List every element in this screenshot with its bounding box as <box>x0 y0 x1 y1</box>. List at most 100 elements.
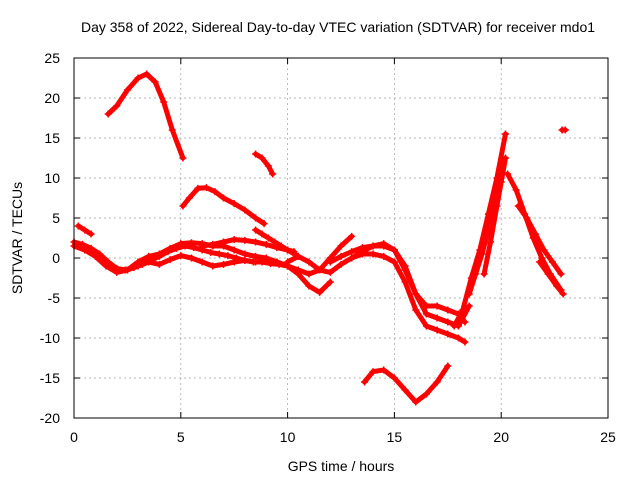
series-line <box>451 131 508 329</box>
data-point <box>143 70 151 78</box>
data-point <box>209 262 217 270</box>
data-point <box>87 244 95 252</box>
data-point <box>459 306 467 314</box>
data-point <box>454 334 462 342</box>
data-point <box>465 302 473 310</box>
data-point <box>123 266 131 274</box>
x-tick-label: 15 <box>387 429 403 445</box>
data-point <box>501 154 509 162</box>
data-point <box>230 200 238 208</box>
series-line <box>253 151 276 177</box>
y-tick-label: -15 <box>40 370 60 386</box>
data-point <box>168 126 176 134</box>
data-point <box>209 240 217 248</box>
data-point <box>472 270 480 278</box>
y-tick-label: 15 <box>44 130 60 146</box>
data-point <box>104 110 112 118</box>
tick-marks <box>73 57 609 419</box>
data-point <box>284 258 292 266</box>
data-point <box>390 258 398 266</box>
data-point <box>487 238 495 246</box>
data-point <box>194 184 202 192</box>
y-axis-label: SDTVAR / TECUs <box>9 182 25 294</box>
data-point <box>305 258 313 266</box>
data-point <box>544 270 552 278</box>
data-point <box>540 246 548 254</box>
data-point <box>230 258 238 266</box>
data-point <box>294 252 302 260</box>
data-point <box>501 130 509 138</box>
x-axis-label: GPS time / hours <box>288 458 395 474</box>
x-tick-label: 0 <box>70 429 78 445</box>
data-point <box>102 262 110 270</box>
data-point <box>252 150 260 158</box>
grid <box>74 58 608 418</box>
data-point <box>74 222 82 230</box>
data-point <box>134 258 142 266</box>
data-series-arc-10 <box>284 250 469 346</box>
data-point <box>450 322 458 330</box>
data-point <box>326 268 334 276</box>
y-tick-labels: -20 -15 -10 -5 0 5 10 15 20 25 <box>40 50 60 426</box>
data-point <box>177 240 185 248</box>
data-point <box>348 254 356 262</box>
data-point <box>390 246 398 254</box>
data-point <box>380 240 388 248</box>
data-point <box>531 230 539 238</box>
data-point <box>444 306 452 314</box>
data-series-arc-20 <box>558 126 569 134</box>
data-point <box>369 250 377 258</box>
series-line <box>466 171 504 297</box>
data-point <box>497 178 505 186</box>
y-tick-label: 20 <box>44 90 60 106</box>
data-point <box>123 86 131 94</box>
data-point <box>91 252 99 260</box>
series-group <box>70 70 569 406</box>
data-point <box>252 238 260 246</box>
series-line <box>515 203 564 277</box>
y-tick-label: -10 <box>40 330 60 346</box>
y-tick-label: 5 <box>52 210 60 226</box>
data-point <box>401 262 409 270</box>
data-series-arc-18 <box>514 202 565 278</box>
data-point <box>262 240 270 248</box>
data-point <box>264 162 272 170</box>
data-point <box>412 290 420 298</box>
data-point <box>422 310 430 318</box>
x-tick-label: 10 <box>280 429 296 445</box>
data-point <box>81 246 89 254</box>
data-point <box>360 378 368 386</box>
data-point <box>264 234 272 242</box>
data-point <box>104 258 112 266</box>
data-point <box>369 242 377 250</box>
data-point <box>401 278 409 286</box>
data-point <box>151 78 159 86</box>
data-point <box>433 378 441 386</box>
data-point <box>337 260 345 268</box>
data-point <box>262 254 270 262</box>
data-point <box>514 202 522 210</box>
data-point <box>337 242 345 250</box>
data-point <box>230 246 238 254</box>
y-tick-label: 25 <box>44 50 60 66</box>
data-point <box>294 266 302 274</box>
data-point <box>561 126 569 134</box>
data-point <box>179 202 187 210</box>
data-point <box>284 246 292 254</box>
data-point <box>422 390 430 398</box>
data-point <box>179 154 187 162</box>
chart-title: Day 358 of 2022, Sidereal Day-to-day VTE… <box>81 19 595 35</box>
data-point <box>202 184 210 192</box>
data-point <box>390 374 398 382</box>
data-point <box>271 238 279 246</box>
data-point <box>316 266 324 274</box>
data-point <box>241 236 249 244</box>
data-point <box>269 170 277 178</box>
data-point <box>480 270 488 278</box>
data-point <box>258 154 266 162</box>
data-point <box>433 314 441 322</box>
data-point <box>273 258 281 266</box>
data-point <box>198 258 206 266</box>
data-point <box>177 252 185 260</box>
